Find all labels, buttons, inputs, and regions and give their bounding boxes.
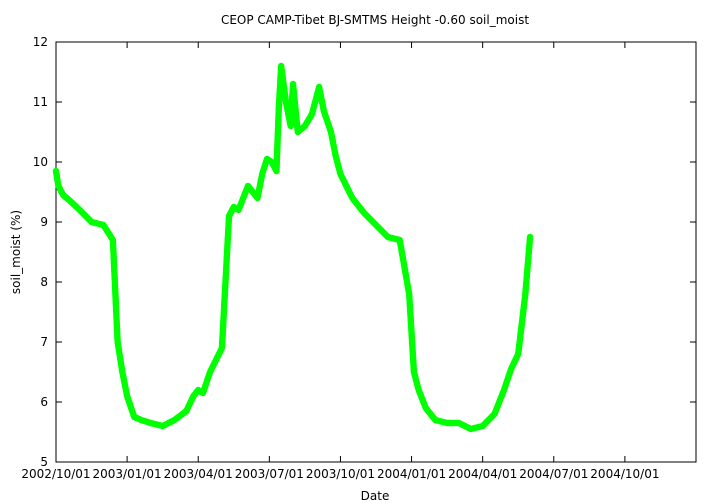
y-tick-label: 11 bbox=[33, 95, 48, 109]
x-axis-label: Date bbox=[361, 489, 390, 503]
x-tick-label: 2004/07/01 bbox=[519, 467, 588, 481]
x-tick-label: 2004/04/01 bbox=[448, 467, 517, 481]
x-tick-label: 2003/07/01 bbox=[235, 467, 304, 481]
y-tick-label: 6 bbox=[40, 395, 48, 409]
x-tick-label: 2002/10/01 bbox=[21, 467, 90, 481]
x-tick-label: 2003/04/01 bbox=[164, 467, 233, 481]
y-tick-label: 12 bbox=[33, 35, 48, 49]
data-series bbox=[52, 62, 534, 433]
y-tick-label: 9 bbox=[40, 215, 48, 229]
y-axis: 5 6 7 8 9 10 11 12 bbox=[33, 35, 696, 469]
plot-frame bbox=[55, 41, 697, 463]
chart-title: CEOP CAMP-Tibet BJ-SMTMS Height -0.60 so… bbox=[221, 13, 529, 27]
data-point bbox=[526, 233, 534, 241]
x-tick-label: 2004/10/01 bbox=[590, 467, 659, 481]
y-tick-label: 5 bbox=[40, 455, 48, 469]
x-axis: 2002/10/01 2003/01/01 2003/04/01 2003/07/01… bbox=[21, 42, 659, 481]
x-tick-label: 2003/01/01 bbox=[93, 467, 162, 481]
y-tick-label: 7 bbox=[40, 335, 48, 349]
y-tick-label: 8 bbox=[40, 275, 48, 289]
y-axis-label: soil_moist (%) bbox=[9, 210, 23, 294]
x-tick-label: 2004/01/01 bbox=[377, 467, 446, 481]
y-tick-label: 10 bbox=[33, 155, 48, 169]
x-tick-label: 2003/10/01 bbox=[306, 467, 375, 481]
